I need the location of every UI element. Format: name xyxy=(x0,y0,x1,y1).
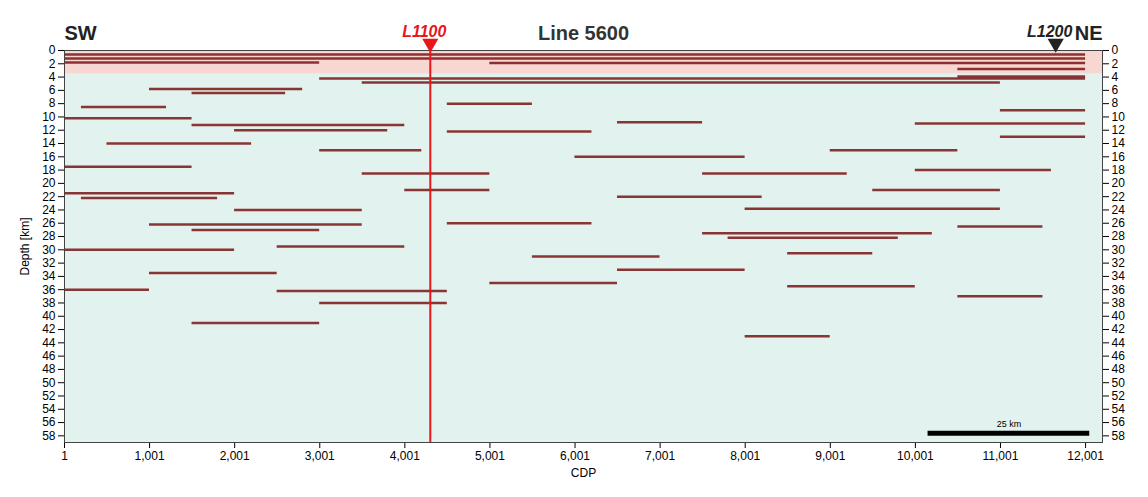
svg-text:22: 22 xyxy=(42,190,56,204)
svg-text:34: 34 xyxy=(42,269,56,283)
svg-text:SW: SW xyxy=(65,22,97,44)
svg-text:L1100: L1100 xyxy=(402,23,446,40)
svg-text:58: 58 xyxy=(1112,429,1126,443)
svg-text:40: 40 xyxy=(1112,309,1126,323)
svg-text:9,001: 9,001 xyxy=(815,449,845,463)
svg-text:10: 10 xyxy=(1112,110,1126,124)
svg-text:L1200: L1200 xyxy=(1027,23,1072,40)
svg-text:12: 12 xyxy=(42,123,56,137)
svg-text:12,001: 12,001 xyxy=(1067,449,1104,463)
svg-text:14: 14 xyxy=(1112,136,1126,150)
svg-text:50: 50 xyxy=(1112,376,1126,390)
svg-text:32: 32 xyxy=(1112,256,1126,270)
svg-text:3,001: 3,001 xyxy=(305,449,335,463)
svg-text:58: 58 xyxy=(42,429,56,443)
svg-text:30: 30 xyxy=(42,243,56,257)
svg-text:8: 8 xyxy=(1112,96,1119,110)
svg-text:6,001: 6,001 xyxy=(560,449,590,463)
svg-text:24: 24 xyxy=(1112,203,1126,217)
svg-text:1: 1 xyxy=(61,449,68,463)
svg-text:11,001: 11,001 xyxy=(983,449,1019,463)
svg-text:2,001: 2,001 xyxy=(220,449,250,463)
svg-text:1,001: 1,001 xyxy=(135,449,165,463)
svg-text:6: 6 xyxy=(1112,83,1119,97)
svg-text:16: 16 xyxy=(42,150,56,164)
svg-text:20: 20 xyxy=(42,176,56,190)
svg-text:28: 28 xyxy=(1112,229,1126,243)
svg-text:52: 52 xyxy=(1112,389,1126,403)
svg-text:22: 22 xyxy=(1112,190,1126,204)
svg-text:40: 40 xyxy=(42,309,56,323)
svg-text:25 km: 25 km xyxy=(997,419,1022,429)
svg-text:14: 14 xyxy=(42,136,56,150)
svg-text:36: 36 xyxy=(42,283,56,297)
svg-text:0: 0 xyxy=(1112,43,1119,57)
svg-text:0: 0 xyxy=(49,43,56,57)
svg-text:48: 48 xyxy=(1112,362,1126,376)
svg-text:30: 30 xyxy=(1112,243,1126,257)
svg-text:56: 56 xyxy=(1112,415,1126,429)
svg-text:4: 4 xyxy=(49,70,56,84)
svg-text:4: 4 xyxy=(1112,70,1119,84)
svg-text:54: 54 xyxy=(1112,402,1126,416)
svg-text:2: 2 xyxy=(49,57,56,71)
svg-text:28: 28 xyxy=(42,229,56,243)
svg-text:46: 46 xyxy=(1112,349,1126,363)
svg-text:8: 8 xyxy=(49,96,56,110)
svg-text:8,001: 8,001 xyxy=(730,449,760,463)
svg-text:6: 6 xyxy=(49,83,56,97)
svg-text:26: 26 xyxy=(1112,216,1126,230)
svg-text:26: 26 xyxy=(42,216,56,230)
svg-text:24: 24 xyxy=(42,203,56,217)
svg-text:5,001: 5,001 xyxy=(475,449,505,463)
svg-text:38: 38 xyxy=(1112,296,1126,310)
svg-text:36: 36 xyxy=(1112,283,1126,297)
svg-text:56: 56 xyxy=(42,415,56,429)
svg-text:NE: NE xyxy=(1075,22,1103,44)
svg-text:12: 12 xyxy=(1112,123,1126,137)
svg-text:10: 10 xyxy=(42,110,56,124)
svg-text:16: 16 xyxy=(1112,150,1126,164)
svg-text:46: 46 xyxy=(42,349,56,363)
svg-text:32: 32 xyxy=(42,256,56,270)
svg-text:44: 44 xyxy=(42,336,56,350)
svg-text:34: 34 xyxy=(1112,269,1126,283)
svg-text:Line 5600: Line 5600 xyxy=(538,22,629,44)
svg-text:38: 38 xyxy=(42,296,56,310)
svg-text:42: 42 xyxy=(1112,322,1126,336)
svg-text:Depth [km]: Depth [km] xyxy=(18,217,32,275)
svg-text:42: 42 xyxy=(42,322,56,336)
svg-text:52: 52 xyxy=(42,389,56,403)
svg-text:20: 20 xyxy=(1112,176,1126,190)
svg-text:18: 18 xyxy=(42,163,56,177)
svg-text:4,001: 4,001 xyxy=(390,449,420,463)
svg-text:CDP: CDP xyxy=(571,466,596,480)
svg-text:18: 18 xyxy=(1112,163,1126,177)
svg-text:44: 44 xyxy=(1112,336,1126,350)
svg-text:50: 50 xyxy=(42,376,56,390)
svg-text:48: 48 xyxy=(42,362,56,376)
svg-text:54: 54 xyxy=(42,402,56,416)
svg-text:10,001: 10,001 xyxy=(897,449,934,463)
svg-text:2: 2 xyxy=(1112,57,1119,71)
svg-text:7,001: 7,001 xyxy=(645,449,675,463)
